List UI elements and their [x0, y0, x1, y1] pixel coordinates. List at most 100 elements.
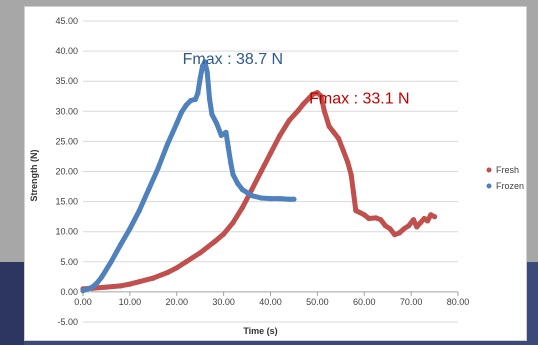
point-frozen-37 — [286, 196, 292, 202]
point-fresh-14 — [239, 205, 245, 211]
point-frozen-22 — [207, 96, 213, 102]
point-frozen-0 — [80, 288, 86, 294]
point-frozen-29 — [230, 171, 236, 178]
point-frozen-5 — [108, 259, 114, 265]
y-tick-10: 45.00 — [55, 16, 78, 26]
point-frozen-21 — [204, 69, 210, 75]
legend: Fresh Frozen — [486, 165, 524, 191]
point-frozen-35 — [267, 196, 274, 202]
point-fresh-27 — [326, 123, 332, 129]
x-tick-4: 40.00 — [259, 297, 282, 307]
point-fresh-12 — [221, 231, 227, 237]
x-tick-8: 80.00 — [447, 297, 470, 307]
point-frozen-13 — [178, 109, 184, 116]
point-frozen-38 — [291, 196, 297, 202]
point-fresh-44 — [401, 226, 407, 232]
legend-label-frozen: Frozen — [496, 181, 524, 191]
x-tick-0: 0.00 — [74, 297, 92, 307]
point-frozen-4 — [99, 274, 105, 280]
series-line-fresh — [80, 90, 438, 292]
point-fresh-7 — [164, 270, 170, 276]
x-axis-label: Time (s) — [243, 326, 277, 336]
point-frozen-2 — [89, 284, 95, 290]
legend-marker-frozen — [486, 183, 492, 189]
point-fresh-33 — [350, 190, 357, 196]
point-fresh-8 — [174, 265, 180, 271]
point-fresh-29 — [335, 135, 342, 141]
point-fresh-5 — [136, 279, 142, 285]
point-frozen-16 — [192, 96, 199, 102]
point-fresh-45 — [406, 223, 412, 229]
point-frozen-20 — [202, 59, 208, 65]
x-tick-2: 20.00 — [165, 297, 188, 307]
x-tick-6: 60.00 — [353, 297, 376, 307]
point-frozen-9 — [146, 187, 152, 193]
point-fresh-52 — [432, 214, 438, 220]
point-fresh-41 — [387, 226, 393, 232]
y-tick-labels: -5.00 0.00 5.00 10.00 15.00 20.00 25.00 30.00 35… — [55, 16, 78, 327]
series-frozen — [80, 59, 297, 294]
point-frozen-34 — [258, 195, 264, 201]
y-tick-3: 10.00 — [55, 227, 78, 237]
point-frozen-3 — [94, 280, 100, 286]
point-fresh-48 — [417, 220, 424, 226]
point-frozen-36 — [277, 196, 283, 202]
point-frozen-24 — [214, 120, 220, 126]
annotation-frozen: Fmax : 38.7 N — [183, 51, 283, 68]
point-fresh-47 — [414, 224, 420, 230]
point-fresh-24 — [314, 90, 320, 96]
point-fresh-11 — [211, 239, 217, 245]
y-tick-6: 25.00 — [55, 136, 78, 146]
point-fresh-17 — [267, 150, 274, 156]
point-fresh-46 — [410, 217, 417, 223]
background-slide-edge — [0, 262, 24, 345]
point-frozen-25 — [218, 132, 224, 138]
point-fresh-37 — [366, 215, 372, 222]
point-frozen-17 — [195, 90, 201, 96]
x-tick-1: 10.00 — [119, 297, 142, 307]
y-tick-0: -5.00 — [57, 317, 78, 327]
axes — [82, 291, 459, 296]
point-frozen-33 — [249, 193, 255, 199]
point-frozen-8 — [136, 208, 142, 214]
point-fresh-2 — [103, 284, 109, 290]
point-frozen-15 — [188, 97, 194, 104]
point-fresh-25 — [318, 93, 324, 99]
y-tick-8: 35.00 — [55, 76, 78, 86]
point-frozen-28 — [228, 159, 234, 166]
y-tick-7: 30.00 — [55, 106, 78, 116]
x-tick-5: 50.00 — [306, 297, 329, 307]
point-frozen-31 — [239, 187, 245, 193]
point-frozen-6 — [117, 242, 124, 248]
point-fresh-16 — [258, 168, 264, 175]
x-tick-labels: 0.00 10.00 20.00 30.00 40.00 50.00 60.00 70.00 8… — [74, 297, 469, 307]
point-fresh-10 — [197, 250, 203, 256]
point-fresh-3 — [117, 283, 124, 289]
point-fresh-21 — [300, 101, 306, 107]
point-frozen-27 — [225, 144, 231, 150]
point-fresh-31 — [345, 159, 351, 166]
point-fresh-42 — [392, 232, 398, 238]
point-fresh-13 — [230, 220, 236, 226]
point-fresh-38 — [373, 215, 379, 221]
point-fresh-43 — [396, 230, 402, 236]
x-tick-3: 30.00 — [212, 297, 235, 307]
point-fresh-20 — [296, 107, 302, 113]
point-frozen-19 — [199, 63, 206, 69]
point-fresh-15 — [249, 187, 255, 193]
series-line-frozen — [80, 59, 297, 294]
point-fresh-4 — [127, 281, 133, 287]
point-fresh-19 — [286, 117, 292, 123]
annotations: Fmax : 38.7 N Fmax : 33.1 N — [183, 51, 410, 108]
point-fresh-30 — [340, 147, 346, 153]
data-series — [80, 59, 438, 294]
y-tick-4: 15.00 — [55, 197, 78, 207]
point-frozen-14 — [183, 102, 189, 108]
point-fresh-28 — [331, 129, 337, 135]
legend-label-fresh: Fresh — [496, 165, 519, 175]
point-fresh-6 — [150, 275, 156, 281]
point-frozen-23 — [209, 111, 215, 117]
point-frozen-18 — [197, 75, 203, 81]
point-fresh-22 — [305, 96, 311, 102]
